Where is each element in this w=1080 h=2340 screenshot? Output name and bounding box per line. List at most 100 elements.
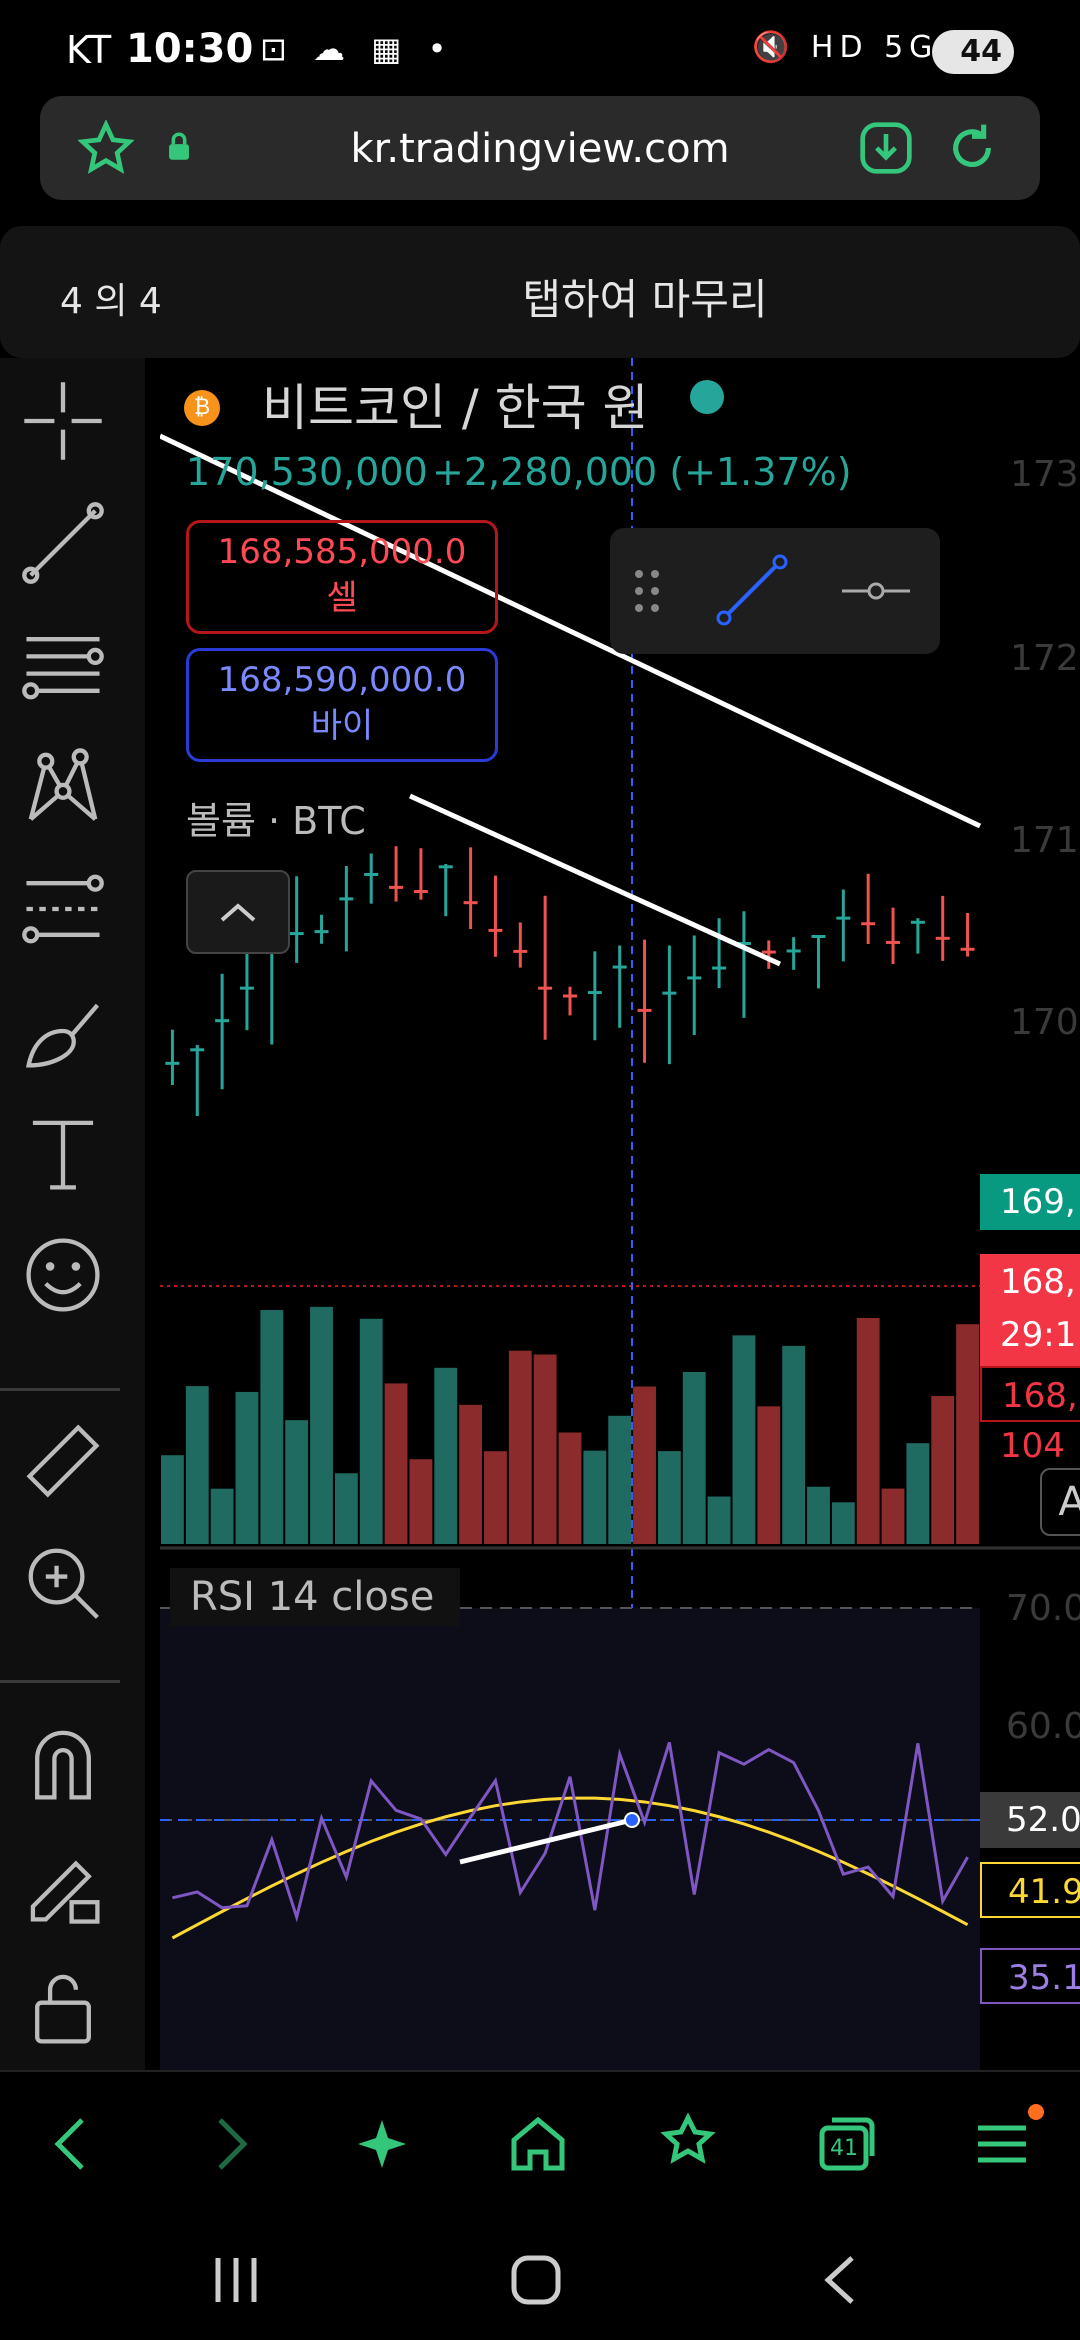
volume-bar [459,1404,483,1544]
bookmark-star-icon[interactable] [78,120,134,176]
symbol-name[interactable]: 비트코인 / 한국 원 [262,379,649,437]
brush-icon[interactable] [20,988,106,1074]
volume-bar [956,1324,979,1544]
line-style-icon[interactable] [838,568,914,614]
home-icon[interactable] [506,2112,570,2176]
volume-bar [906,1443,930,1544]
toolbar-divider [0,1388,120,1391]
url-text[interactable]: kr.tradingview.com [350,126,730,172]
price-axis-label: 172, [1010,638,1080,679]
buy-label: 바이 [310,706,374,746]
recent-apps-icon[interactable] [206,2250,266,2310]
rsi-axis-label: 70.0 [1006,1588,1080,1629]
volume-bar [856,1317,880,1544]
bid-price-value: 168, [1000,1262,1076,1302]
volume-bar [533,1354,557,1544]
volume-bar [732,1335,756,1544]
download-icon[interactable] [858,120,914,176]
volume-bar [807,1486,830,1544]
trend-line-lower[interactable] [408,793,782,967]
browser-url-bar[interactable]: kr.tradingview.com [40,96,1040,200]
sell-button[interactable]: 168,585,000.0 셀 [186,520,498,634]
volume-bar [285,1420,309,1544]
bookmarks-icon[interactable] [660,2112,724,2176]
volume-bar [210,1488,234,1544]
rsi-line-handle[interactable] [624,1812,640,1828]
rsi-legend[interactable]: RSI 14 close [170,1568,460,1626]
crosshair-icon[interactable] [20,378,106,464]
ai-sparkle-icon[interactable] [354,2112,418,2176]
buy-button[interactable]: 168,590,000.0 바이 [186,648,498,762]
forecast-icon[interactable] [20,866,106,952]
sell-price: 168,585,000.0 [217,532,467,572]
clock: 10:30 [126,26,254,72]
trend-line-upper[interactable] [160,433,982,829]
volume-bar [409,1459,433,1544]
rsi-line [172,1741,969,1923]
line-tool-icon[interactable] [710,548,794,632]
collapse-legend-button[interactable] [186,870,290,954]
price-chart-canvas[interactable] [160,358,1080,2070]
floating-drawing-toolbar[interactable] [610,528,940,654]
volume-bar [757,1406,781,1544]
forward-arrow-icon[interactable] [196,2112,260,2176]
text-tool-icon[interactable] [20,1110,106,1196]
tabs-button[interactable]: 41 [814,2112,878,2176]
volume-bar [434,1367,458,1544]
unlock-icon[interactable] [20,1964,106,2050]
emoji-icon[interactable] [20,1232,106,1318]
trend-line-icon[interactable] [20,500,106,586]
drag-handle-icon[interactable] [632,568,662,614]
system-back-icon[interactable] [812,2250,872,2310]
volume-bar [682,1371,706,1544]
volume-bar [633,1386,656,1544]
volume-bar [508,1350,532,1544]
volume-bar [384,1383,408,1544]
volume-bar [881,1488,905,1544]
chart-area[interactable]: ₿ 비트코인 / 한국 원 170,530,000 +2,280,000 (+1… [160,358,1080,2070]
auto-scale-button[interactable]: A [1040,1468,1080,1536]
menu-button[interactable] [970,2104,1044,2176]
zoom-in-icon[interactable] [20,1540,106,1626]
volume-bar [260,1310,284,1544]
sell-order-tag: 168, [980,1366,1080,1422]
notification-dot [1028,2104,1044,2120]
tabs-count: 41 [830,2136,858,2161]
lock-drawings-icon[interactable] [20,1842,106,1928]
chevron-up-icon [220,903,256,922]
fib-levels-icon[interactable] [20,622,106,708]
battery-indicator: 44 [932,30,1014,74]
rsi-ma-line [171,1796,969,1940]
finish-drawing-banner[interactable]: 4 의 4 탭하여 마무리 [0,226,1080,358]
carrier-label: KT [66,28,112,72]
tabs-icon [819,2117,875,2171]
volume-bar [782,1345,806,1544]
step-counter: 4 의 4 [60,281,162,322]
volume-bar [583,1450,607,1544]
volume-bar [185,1386,209,1544]
volume-bar [359,1318,383,1544]
volume-tag: 104 [980,1426,1080,1466]
volume-bar [484,1451,507,1544]
rsi-axis-label: 60.0 [1006,1706,1080,1747]
volume-bar [334,1473,358,1544]
lock-icon [169,132,189,160]
ask-price-tag: 169, [980,1174,1080,1230]
magnet-icon[interactable] [20,1720,106,1806]
rsi-trend-line[interactable] [459,1817,633,1865]
status-bar: KT 10:30 ⊡ ☁ ▦ • 🔇 HD 5G .ıll 44 [0,0,1080,96]
volume-bar [310,1306,333,1544]
back-arrow-icon[interactable] [42,2112,106,2176]
buy-price: 168,590,000.0 [217,660,467,700]
volume-bar [608,1415,632,1544]
drawing-toolbar [0,358,145,2070]
refresh-icon[interactable] [944,120,1000,176]
home-button-icon[interactable] [506,2250,566,2310]
ruler-icon[interactable] [20,1418,106,1504]
volume-bar [831,1502,855,1544]
browser-bottom-nav: 41 [0,2070,1080,2212]
pattern-icon[interactable] [20,744,106,830]
volume-bar [161,1455,184,1544]
notification-icons: ⊡ ☁ ▦ • [260,30,455,68]
volume-bar [235,1391,259,1544]
